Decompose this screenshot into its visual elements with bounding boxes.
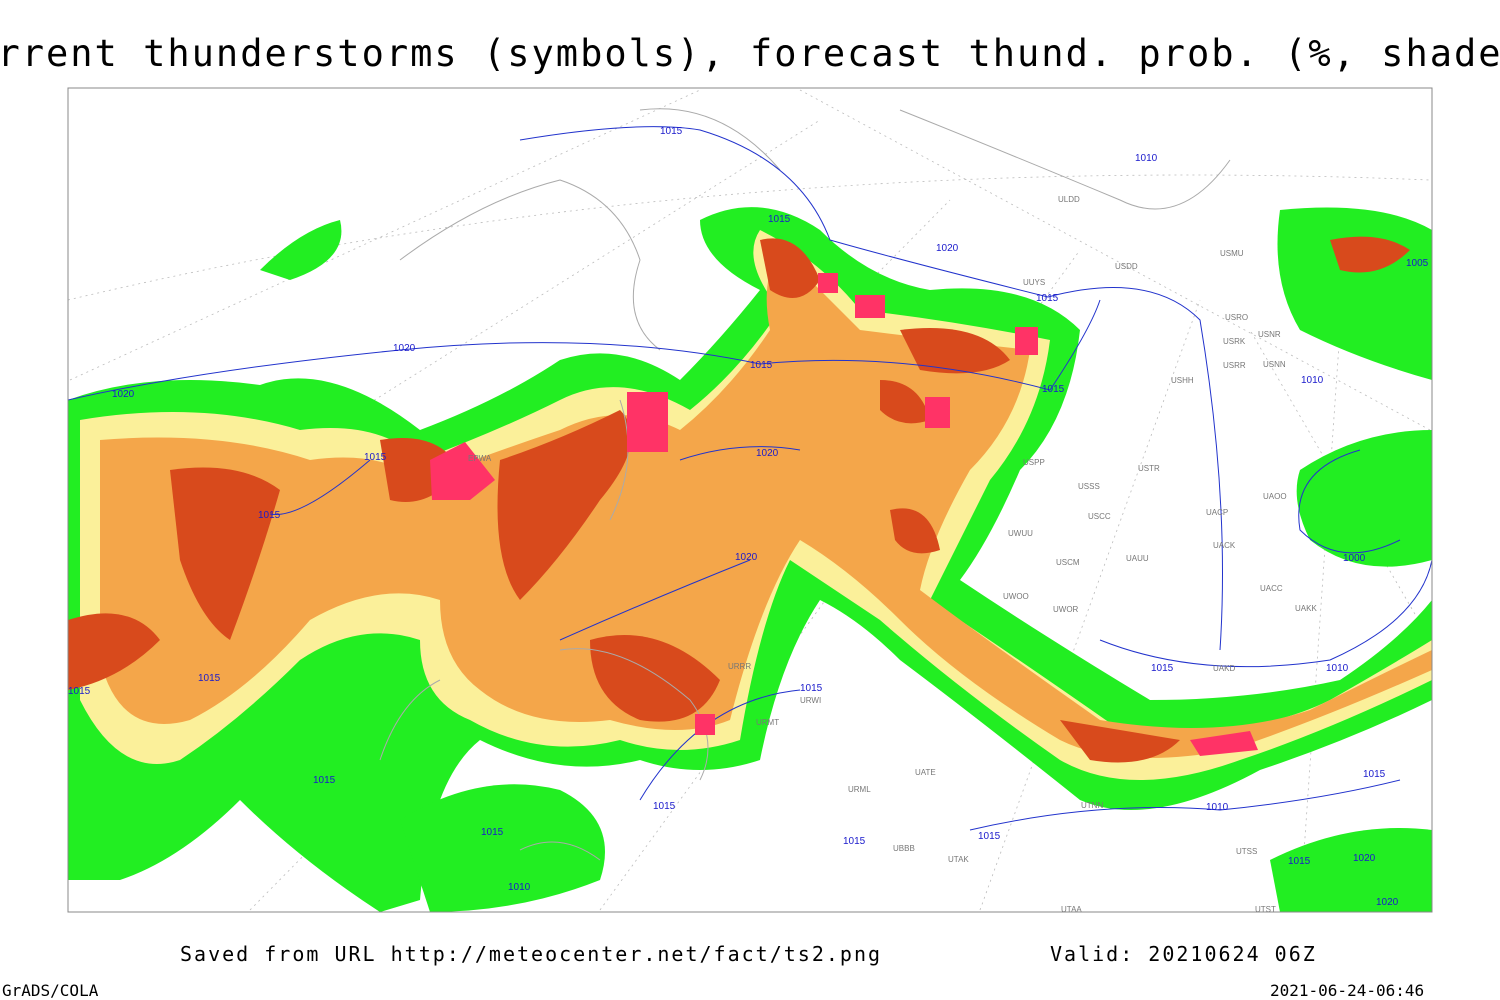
map-title: Current thunderstorms (symbols), forecas… [0, 32, 1500, 75]
isobar-label: 1015 [800, 683, 823, 694]
thunder-probability-shading [68, 207, 1432, 912]
station-label: USHH [1171, 376, 1194, 385]
valid-time: Valid: 20210624 06Z [1050, 942, 1317, 966]
station-label: USRO [1225, 313, 1248, 322]
isobar-label: 1010 [508, 882, 531, 893]
station-label: UTAK [948, 855, 969, 864]
station-label: UACC [1260, 584, 1283, 593]
station-label: USRK [1223, 337, 1246, 346]
station-label: USTR [1138, 464, 1160, 473]
isobar-label: 1020 [936, 243, 959, 254]
station-label: USSS [1078, 482, 1100, 491]
station-label: USCC [1088, 512, 1111, 521]
isobar-label: 1015 [364, 452, 387, 463]
isobar-label: 1015 [1288, 856, 1311, 867]
station-label: UTSS [1236, 847, 1257, 856]
isobar-label: 1015 [843, 836, 866, 847]
station-label: UBBB [893, 844, 915, 853]
station-label: ULDD [1058, 195, 1080, 204]
isobar-label: 1015 [750, 360, 773, 371]
station-label: EPWA [468, 454, 492, 463]
station-label: UAKD [1213, 664, 1235, 673]
isobar-label: 1020 [735, 552, 758, 563]
station-label: USDD [1115, 262, 1138, 271]
station-label: USNR [1258, 330, 1281, 339]
isobar-label: 1015 [660, 126, 683, 137]
map-area: 1015 1010 1015 1020 1015 1020 1015 1020 1015 1010… [68, 88, 1432, 914]
station-label: UAOO [1263, 492, 1287, 501]
station-label: USNN [1263, 360, 1286, 369]
isobar-label: 1015 [1042, 384, 1065, 395]
station-label: USCM [1056, 558, 1080, 567]
isobar-label: 1015 [653, 801, 676, 812]
station-label: URRR [728, 662, 751, 671]
isobar-label: 1010 [1301, 375, 1324, 386]
isobar-label: 1020 [1376, 897, 1399, 908]
station-label: UACP [1206, 508, 1228, 517]
map-labels: 1015 1010 1015 1020 1015 1020 1015 1020 1015 1010… [68, 126, 1429, 914]
station-label: UATE [915, 768, 936, 777]
station-label: UTST [1255, 905, 1276, 914]
isobar-label: 1015 [198, 673, 221, 684]
station-label: UAKK [1295, 604, 1317, 613]
isobar-label: 1015 [978, 831, 1001, 842]
isobar-label: 1020 [393, 343, 416, 354]
isobar-label: 1010 [1326, 663, 1349, 674]
isobar-label: 1020 [1353, 853, 1376, 864]
isobar-label: 1020 [756, 448, 779, 459]
isobar-label: 1015 [313, 775, 336, 786]
isobar-label: 1000 [1343, 553, 1366, 564]
isobar-label: 1010 [1206, 802, 1229, 813]
software-credit: GrADS/COLA [2, 981, 99, 1000]
station-label: UWUU [1008, 529, 1033, 538]
station-label: UTNN [1081, 801, 1103, 810]
timestamp: 2021-06-24-06:46 [1270, 981, 1424, 1000]
station-label: URWI [800, 696, 821, 705]
isobar-label: 1015 [68, 686, 91, 697]
isobar-label: 1015 [1151, 663, 1174, 674]
station-label: UAUU [1126, 554, 1149, 563]
station-label: URMT [756, 718, 779, 727]
station-label: UWOR [1053, 605, 1079, 614]
isobar-label: 1015 [258, 510, 281, 521]
station-label: UACK [1213, 541, 1236, 550]
isobar-label: 1015 [768, 214, 791, 225]
isobar-label: 1015 [1036, 293, 1059, 304]
storm-symbols [430, 273, 1258, 756]
station-label: USPP [1023, 458, 1045, 467]
isobar-label: 1005 [1406, 258, 1429, 269]
source-url: Saved from URL http://meteocenter.net/fa… [180, 942, 882, 966]
isobar-label: 1010 [1135, 153, 1158, 164]
isobar-label: 1015 [481, 827, 504, 838]
isobar-label: 1015 [1363, 769, 1386, 780]
station-label: USMU [1220, 249, 1244, 258]
station-label: USRR [1223, 361, 1246, 370]
station-label: UTAA [1061, 905, 1082, 914]
station-label: UWOO [1003, 592, 1029, 601]
isobar-label: 1020 [112, 389, 135, 400]
station-label: UUYS [1023, 278, 1045, 287]
station-label: URML [848, 785, 871, 794]
coastlines [379, 108, 1231, 861]
map-frame [67, 87, 1433, 913]
